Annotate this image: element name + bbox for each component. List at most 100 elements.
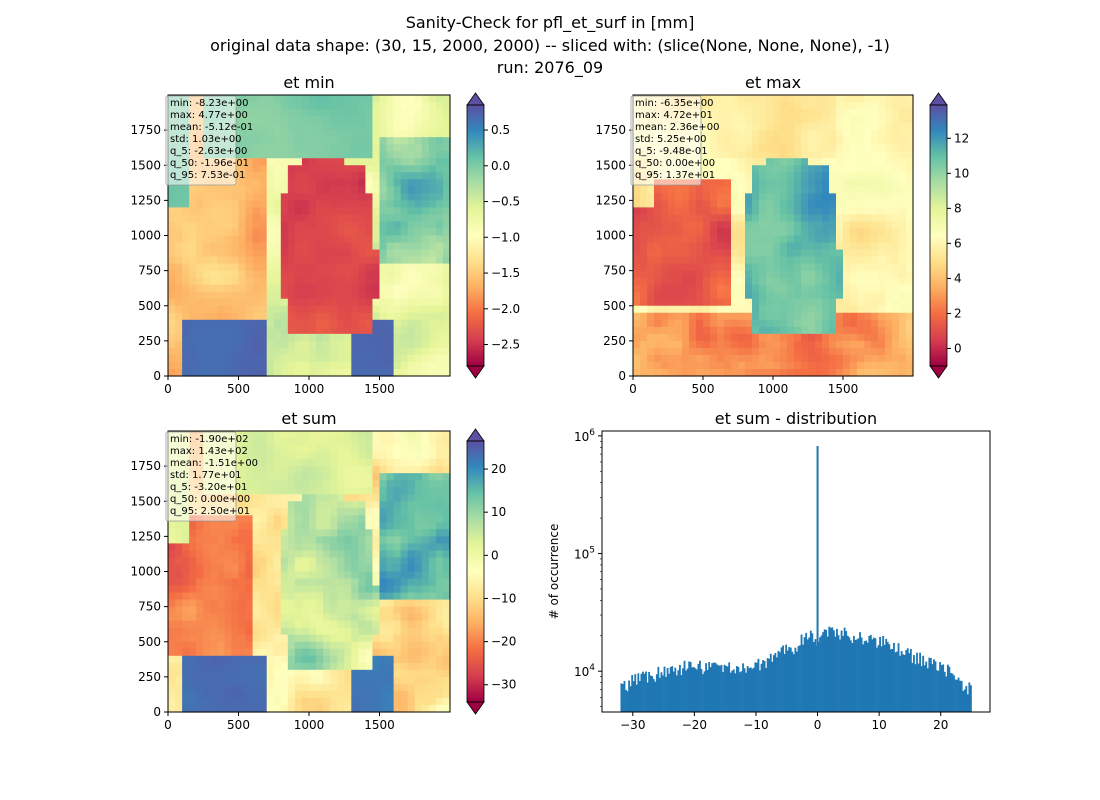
heatmap-cell (442, 102, 451, 110)
heatmap-cell (294, 487, 303, 495)
heatmap-cell (400, 606, 409, 615)
heatmap-cell (358, 291, 366, 300)
heatmap-cell (766, 158, 774, 166)
heatmap-cell (175, 529, 183, 537)
heatmap-cell (400, 620, 409, 629)
heatmap-cell (703, 144, 711, 152)
heatmap-cell (435, 130, 444, 138)
heatmap-cell (878, 319, 886, 328)
heatmap-cell (421, 592, 430, 601)
heatmap-cell (294, 648, 303, 657)
heatmap-cell (836, 326, 844, 335)
heatmap-cell (850, 123, 858, 131)
heatmap-cell (379, 564, 388, 573)
heatmap-cell (892, 368, 900, 377)
heatmap-cell (330, 193, 338, 201)
heatmap-cell (294, 326, 303, 335)
heatmap-cell (745, 354, 753, 363)
heatmap-cell (836, 186, 844, 194)
heatmap-cell (344, 165, 352, 173)
heatmap-cell (210, 319, 218, 328)
heatmap-cell (259, 326, 268, 335)
heatmap-cell (365, 585, 374, 594)
heatmap-cell (633, 277, 641, 286)
heatmap-cell (175, 536, 183, 545)
heatmap-cell (386, 214, 395, 223)
heatmap-cell (421, 571, 430, 580)
heatmap-cell (245, 529, 254, 537)
heatmap-cell (266, 662, 275, 671)
heatmap-cell (273, 368, 282, 377)
heatmap-cell (393, 228, 402, 237)
heatmap-cell (654, 186, 662, 194)
heatmap-cell (372, 270, 381, 279)
heatmap-cell (407, 473, 416, 481)
heatmap-cell (407, 347, 416, 356)
heatmap-cell (393, 529, 402, 537)
heatmap-cell (273, 144, 282, 152)
heatmap-cell (696, 186, 704, 194)
heatmap-cell (414, 200, 423, 209)
heatmap-cell (365, 445, 374, 453)
heatmap-cell (294, 172, 303, 180)
heatmap-cell (266, 592, 275, 601)
heatmap-cell (435, 270, 444, 279)
heatmap-cell (252, 648, 261, 657)
heatmap-cell (309, 116, 317, 124)
heatmap-cell (435, 515, 444, 523)
histogram-bar (629, 686, 632, 712)
heatmap-cell (414, 291, 423, 300)
heatmap-cell (203, 543, 211, 552)
heatmap-cell (808, 172, 816, 180)
heatmap-cell (287, 270, 296, 279)
heatmap-cell (703, 158, 711, 166)
heatmap-cell (323, 620, 331, 629)
heatmap-cell (273, 277, 282, 286)
heatmap-cell (689, 277, 697, 286)
heatmap-cell (287, 123, 296, 131)
heatmap-cell (878, 249, 886, 258)
heatmap-cell (351, 641, 359, 650)
heatmap-cell (766, 123, 774, 131)
heatmap-cell (421, 116, 430, 124)
heatmap-cell (885, 186, 893, 194)
heatmap-cell (428, 466, 437, 474)
heatmap-cell (238, 613, 247, 622)
heatmap-cell (189, 214, 197, 223)
heatmap-cell (738, 158, 746, 166)
heatmap-cell (379, 102, 388, 110)
heatmap-cell (309, 550, 317, 559)
heatmap-cell (203, 193, 211, 201)
heatmap-cell (337, 704, 345, 713)
heatmap-cell (393, 193, 402, 201)
heatmap-cell (400, 249, 409, 258)
heatmap-cell (421, 158, 430, 166)
heatmap-cell (752, 249, 760, 258)
heatmap-cell (780, 207, 788, 216)
heatmap-cell (393, 354, 402, 363)
heatmap-cell (780, 151, 788, 159)
heatmap-cell (280, 263, 289, 272)
heatmap-cell (337, 186, 345, 194)
heatmap-cell (301, 249, 310, 258)
histogram-bar (652, 679, 655, 712)
heatmap-cell (435, 571, 444, 580)
heatmap-cell (428, 585, 437, 594)
heatmap-cell (245, 151, 254, 159)
heatmap-cell (224, 578, 233, 587)
heatmap-cell (203, 354, 211, 363)
heatmap-cell (724, 270, 732, 279)
heatmap-cell (435, 256, 444, 265)
heatmap-cell (386, 550, 395, 559)
heatmap-cell (168, 354, 176, 363)
heatmap-cell (906, 263, 914, 272)
heatmap-cell (780, 361, 788, 370)
heatmap-cell (710, 326, 718, 335)
heatmap-cell (731, 256, 739, 265)
heatmap-cell (358, 557, 366, 566)
heatmap-cell (231, 543, 240, 552)
heatmap-cell (815, 95, 823, 103)
heatmap-cell (682, 193, 690, 201)
heatmap-cell (738, 347, 746, 356)
heatmap-cell (386, 319, 395, 328)
